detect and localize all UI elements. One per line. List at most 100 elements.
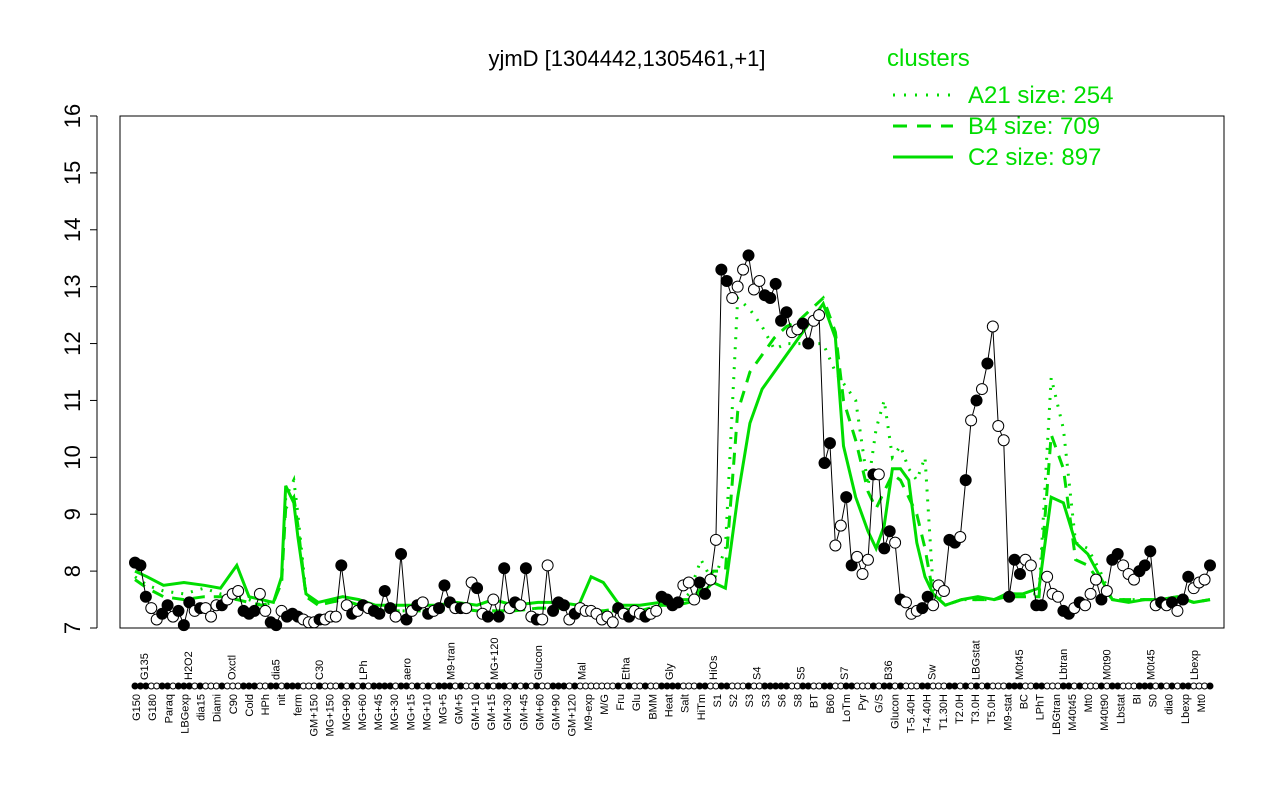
data-point <box>671 596 684 609</box>
x-tick-label: GM+60 <box>534 694 546 730</box>
x-tick-label: M/G <box>599 694 611 715</box>
x-tick-label: BMM <box>647 694 659 720</box>
data-point <box>861 553 874 566</box>
x-tick-label-upper: C30 <box>314 660 326 680</box>
legend-label-c2: C2 size: 897 <box>968 144 1101 171</box>
x-tick-label: C90 <box>228 694 240 714</box>
data-point <box>1127 573 1140 586</box>
data-point <box>726 292 739 305</box>
x-tick-label: LoTm <box>841 694 853 722</box>
data-point <box>1176 593 1189 606</box>
x-tick-label: GM+90 <box>551 694 563 730</box>
data-point <box>1165 596 1178 609</box>
data-point <box>329 610 342 623</box>
data-point <box>975 383 988 396</box>
data-point <box>145 602 158 615</box>
expression-line <box>134 253 1211 627</box>
data-point <box>1095 593 1108 606</box>
x-tick-label: MG+150 <box>325 694 337 737</box>
data-point <box>699 587 712 600</box>
y-tick-label: 8 <box>60 565 85 577</box>
data-point <box>878 542 891 555</box>
x-tick-label: Paraq <box>163 694 175 723</box>
x-tick-label-upper: Mal <box>577 662 589 680</box>
x-tick-label: dia0 <box>1164 694 1176 715</box>
x-tick-label-upper: G135 <box>139 653 151 680</box>
data-point <box>709 533 722 546</box>
data-point <box>823 437 836 450</box>
data-point <box>340 599 353 612</box>
x-tick-label: HiTm <box>696 694 708 720</box>
x-tick-label-upper: dia5 <box>270 659 282 680</box>
x-tick-label-upper: LPh <box>358 660 370 680</box>
data-point <box>199 602 212 615</box>
y-tick-label: 9 <box>60 508 85 520</box>
data-point <box>937 585 950 598</box>
data-point <box>927 599 940 612</box>
x-tick-label: MG+15 <box>405 694 417 730</box>
y-axis: 7 8 9 10 11 12 13 14 15 16 <box>60 104 98 634</box>
data-point <box>373 607 386 620</box>
x-tick-label-upper: HiOs <box>708 655 720 680</box>
x-tick-label: dia15 <box>196 694 208 721</box>
x-tick-label: G/S <box>873 694 885 713</box>
x-tick-labels: G150 G180 Paraq LBGexp dia15 Diami C90 Cold HPh n… <box>131 638 1208 737</box>
rug-marks <box>131 682 1214 690</box>
y-tick-label: 12 <box>60 331 85 355</box>
x-tick-label-upper: M0t45 <box>1014 649 1026 680</box>
x-tick-label-upper: Sw <box>927 665 939 680</box>
x-tick-label-upper: MG+120 <box>489 638 501 681</box>
x-tick-label: GM+10 <box>470 694 482 730</box>
data-point <box>487 593 500 606</box>
data-point <box>1204 559 1216 572</box>
data-point <box>400 613 413 626</box>
data-point <box>1003 590 1016 603</box>
data-point <box>395 548 408 561</box>
data-point <box>498 562 511 575</box>
x-tick-label: T1.30H <box>938 694 950 730</box>
data-point <box>1079 599 1092 612</box>
x-tick-label-upper: LBGstat <box>970 640 982 680</box>
x-tick-label: S1 <box>712 694 724 707</box>
data-point <box>1117 559 1130 572</box>
data-point <box>813 309 826 322</box>
x-tick-label: BI <box>1131 694 1143 704</box>
x-tick-label: M40t45 <box>1067 694 1079 731</box>
data-point <box>1008 553 1021 566</box>
y-tick-label: 10 <box>60 445 85 469</box>
x-tick-label: Heat <box>664 694 676 717</box>
data-point <box>1171 604 1184 617</box>
plot-frame <box>119 115 1225 629</box>
data-point <box>747 283 760 296</box>
data-point <box>606 616 619 629</box>
legend: clusters A21 size: 254 B4 size: 709 C2 s… <box>887 45 1113 171</box>
x-tick-label: T2.0H <box>954 694 966 724</box>
data-point <box>1144 545 1157 558</box>
cluster-lines <box>134 294 1211 613</box>
data-point <box>514 599 527 612</box>
data-point <box>921 590 934 603</box>
data-points <box>129 249 1216 632</box>
data-point <box>1024 559 1037 572</box>
data-point <box>471 582 484 595</box>
x-tick-label: T5.0H <box>986 694 998 724</box>
data-point <box>134 559 147 572</box>
data-point <box>720 274 733 287</box>
data-point <box>177 619 190 632</box>
data-point <box>796 317 809 330</box>
x-tick-label: GM+120 <box>567 694 579 737</box>
data-point <box>416 596 429 609</box>
legend-label-a21: A21 size: 254 <box>968 82 1113 109</box>
data-point <box>519 562 532 575</box>
data-point <box>753 274 766 287</box>
data-point <box>856 567 869 580</box>
x-tick-label: GM+15 <box>486 694 498 730</box>
cluster-line-dotted <box>134 294 1211 613</box>
data-point <box>780 306 793 319</box>
x-tick-label: S6 <box>776 694 788 707</box>
data-point <box>899 596 912 609</box>
data-point <box>1111 548 1124 561</box>
data-point <box>389 610 402 623</box>
x-tick-label-upper: M0t45 <box>1145 649 1157 680</box>
